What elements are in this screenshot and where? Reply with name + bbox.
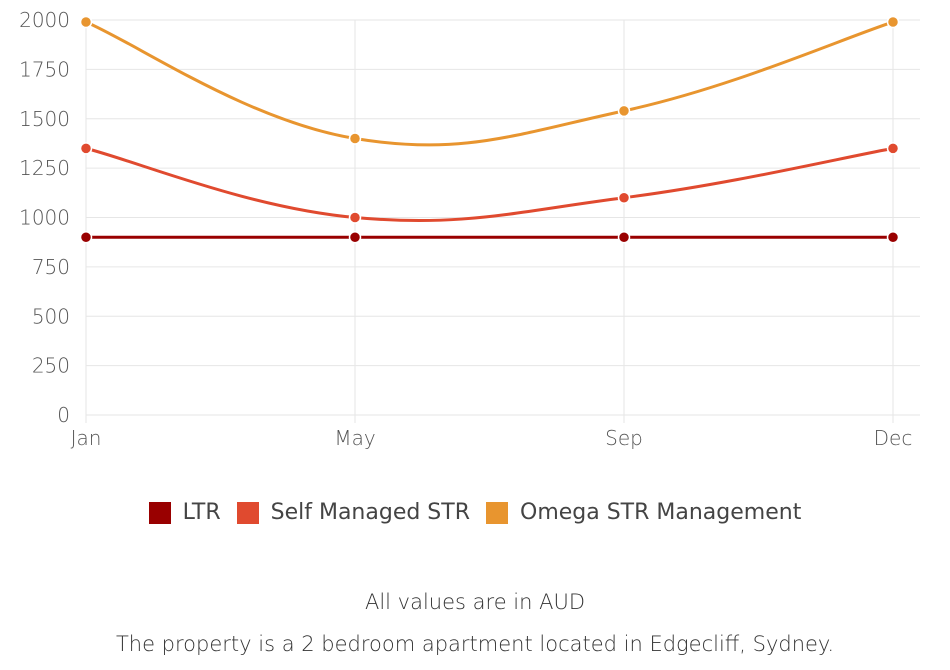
data-point[interactable] bbox=[617, 191, 631, 204]
line-chart: 0 250 500 750 1000 1250 1500 1750 2000 Jan May Sep… bbox=[19, 8, 920, 450]
y-tick-label: 1000 bbox=[19, 206, 70, 230]
legend-label: Self Managed STR bbox=[270, 500, 470, 525]
legend-item[interactable]: Omega STR Management bbox=[486, 500, 801, 525]
chart-grid bbox=[85, 19, 920, 423]
series-points bbox=[79, 15, 900, 244]
data-point[interactable] bbox=[348, 231, 362, 244]
legend-item[interactable]: LTR bbox=[148, 500, 221, 525]
x-axis-ticks: Jan May Sep Dec bbox=[71, 426, 913, 450]
data-point[interactable] bbox=[79, 142, 93, 155]
y-tick-label: 1250 bbox=[19, 156, 70, 180]
x-tick-label: Sep bbox=[605, 426, 643, 450]
y-tick-label: 2000 bbox=[19, 8, 70, 32]
series-lines bbox=[85, 20, 894, 239]
data-point[interactable] bbox=[348, 132, 362, 145]
data-point[interactable] bbox=[886, 231, 900, 244]
series-line bbox=[85, 146, 894, 223]
x-tick-label: May bbox=[334, 426, 375, 450]
y-tick-label: 750 bbox=[32, 255, 70, 279]
legend-swatch bbox=[486, 501, 508, 524]
y-tick-label: 250 bbox=[32, 354, 70, 378]
y-tick-label: 0 bbox=[57, 403, 70, 427]
x-tick-label: Jan bbox=[71, 426, 102, 450]
series-line bbox=[85, 20, 894, 147]
y-tick-label: 500 bbox=[32, 304, 70, 328]
property-note: The property is a 2 bedroom apartment lo… bbox=[115, 632, 835, 656]
y-axis-ticks: 0 250 500 750 1000 1250 1500 1750 2000 bbox=[19, 8, 70, 427]
data-point[interactable] bbox=[617, 104, 631, 118]
data-point[interactable] bbox=[348, 211, 362, 224]
data-point[interactable] bbox=[886, 15, 900, 29]
legend-item[interactable]: Self Managed STR bbox=[236, 500, 470, 525]
legend-label: LTR bbox=[182, 500, 221, 525]
y-tick-label: 1500 bbox=[19, 107, 70, 131]
currency-note: All values are in AUD bbox=[364, 590, 586, 614]
chart-legend: LTR Self Managed STR Omega STR Management bbox=[0, 500, 950, 530]
legend-swatch bbox=[236, 501, 259, 524]
data-point[interactable] bbox=[79, 15, 93, 29]
x-tick-label: Dec bbox=[874, 426, 913, 450]
data-point[interactable] bbox=[79, 231, 93, 244]
data-point[interactable] bbox=[886, 142, 900, 155]
data-point[interactable] bbox=[617, 231, 631, 244]
legend-swatch bbox=[148, 501, 171, 524]
legend-label: Omega STR Management bbox=[520, 500, 802, 525]
y-tick-label: 1750 bbox=[19, 57, 70, 81]
